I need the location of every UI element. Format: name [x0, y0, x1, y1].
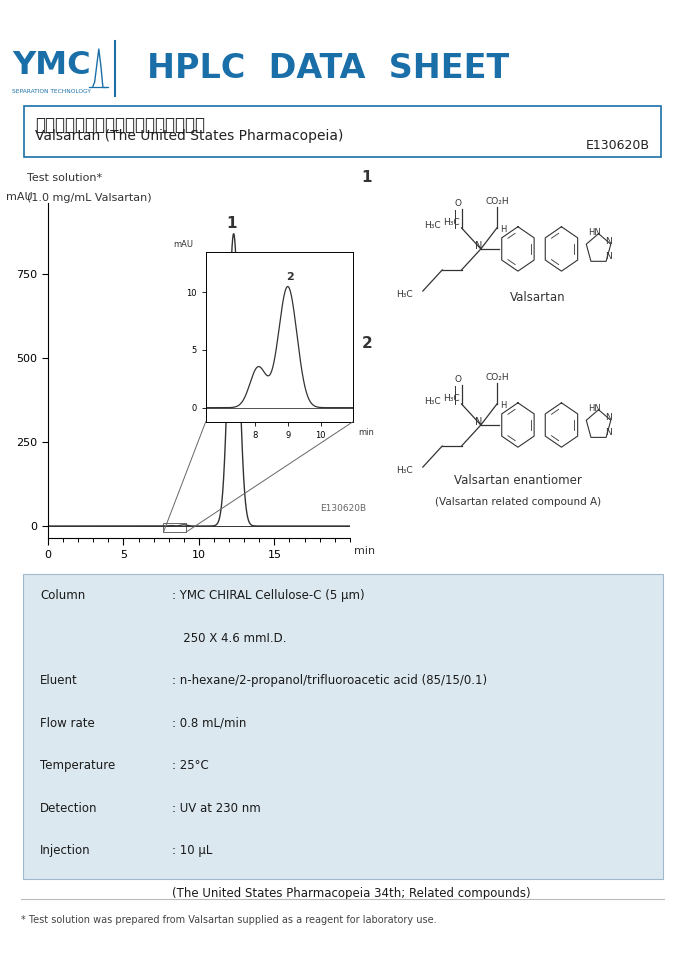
Text: : YMC CHIRAL Cellulose-C (5 μm): : YMC CHIRAL Cellulose-C (5 μm): [172, 589, 365, 603]
Text: Detection: Detection: [40, 802, 97, 815]
Text: HN: HN: [589, 404, 601, 413]
Text: H₃C: H₃C: [443, 393, 460, 403]
Text: min: min: [358, 428, 374, 437]
Text: : UV at 230 nm: : UV at 230 nm: [172, 802, 261, 815]
Text: Valsartan (The United States Pharmacopeia): Valsartan (The United States Pharmacopei…: [35, 130, 343, 143]
Text: : 25°C: : 25°C: [172, 760, 209, 772]
Text: : 10 μL: : 10 μL: [172, 844, 213, 858]
Text: H₃C: H₃C: [443, 218, 460, 227]
Text: Valsartan enantiomer: Valsartan enantiomer: [454, 475, 582, 487]
Text: N: N: [606, 428, 612, 437]
Text: mAU: mAU: [5, 192, 32, 203]
Text: O: O: [455, 200, 462, 208]
Text: Test solution*: Test solution*: [27, 173, 103, 183]
Text: Temperature: Temperature: [40, 760, 115, 772]
Text: N: N: [475, 241, 482, 251]
Text: 1: 1: [226, 216, 237, 231]
Text: : 0.8 mL/min: : 0.8 mL/min: [172, 717, 246, 730]
Text: H₃C: H₃C: [397, 466, 413, 475]
Text: HN: HN: [589, 228, 601, 236]
Text: CO₂H: CO₂H: [485, 197, 509, 205]
Text: バルサルタン（米国薬局方記載条件）: バルサルタン（米国薬局方記載条件）: [35, 116, 204, 134]
Text: (1.0 mg/mL Valsartan): (1.0 mg/mL Valsartan): [27, 193, 152, 203]
Bar: [163, 523, 186, 532]
Text: O: O: [455, 375, 462, 385]
Text: Injection: Injection: [40, 844, 91, 858]
Text: mAU: mAU: [174, 240, 193, 249]
Text: : n-hexane/2-propanol/trifluoroacetic acid (85/15/0.1): : n-hexane/2-propanol/trifluoroacetic ac…: [172, 674, 487, 687]
Text: * Test solution was prepared from Valsartan supplied as a reagent for laboratory: * Test solution was prepared from Valsar…: [21, 915, 436, 924]
Text: (Valsartan related compound A): (Valsartan related compound A): [435, 497, 601, 508]
Text: 1: 1: [362, 170, 372, 185]
Text: N: N: [475, 418, 482, 427]
Text: H₃C: H₃C: [424, 396, 440, 406]
Text: 2: 2: [362, 336, 372, 352]
Text: min: min: [355, 547, 375, 556]
Text: 250 X 4.6 mmI.D.: 250 X 4.6 mmI.D.: [172, 632, 287, 644]
Text: Column: Column: [40, 589, 85, 603]
Text: H: H: [500, 400, 506, 410]
Text: H₃C: H₃C: [397, 290, 413, 298]
Text: SEPARATION TECHNOLOGY: SEPARATION TECHNOLOGY: [12, 89, 91, 94]
Text: E130620B: E130620B: [320, 504, 366, 513]
Text: N: N: [606, 236, 612, 246]
Text: 2: 2: [286, 271, 294, 282]
Text: Valsartan: Valsartan: [510, 291, 565, 303]
Text: YMC: YMC: [12, 50, 91, 81]
Text: H: H: [500, 225, 506, 234]
Text: Flow rate: Flow rate: [40, 717, 95, 730]
Text: N: N: [606, 413, 612, 422]
Text: H₃C: H₃C: [424, 221, 440, 230]
Text: HPLC  DATA  SHEET: HPLC DATA SHEET: [147, 52, 510, 85]
Text: N: N: [606, 252, 612, 261]
FancyBboxPatch shape: [23, 574, 663, 879]
Text: Eluent: Eluent: [40, 674, 78, 687]
Text: CO₂H: CO₂H: [485, 373, 509, 382]
Text: E130620B: E130620B: [585, 140, 649, 152]
Text: (The United States Pharmacopeia 34th; Related compounds): (The United States Pharmacopeia 34th; Re…: [172, 887, 531, 900]
